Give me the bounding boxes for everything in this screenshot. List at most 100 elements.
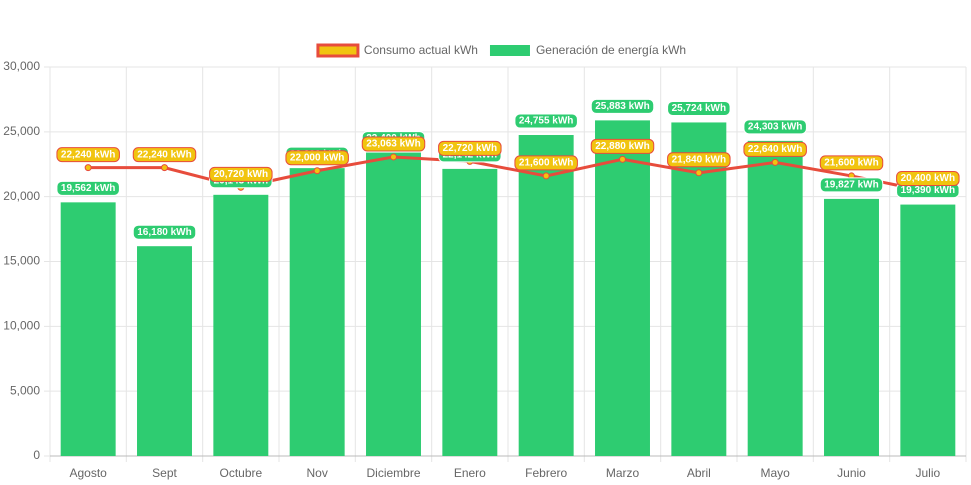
x-tick-label: Junio	[837, 466, 866, 480]
x-tick-label: Febrero	[525, 466, 567, 480]
value-label-box	[285, 150, 349, 166]
value-label-text: 16,180 kWh	[137, 227, 191, 238]
legend-label: Consumo actual kWh	[364, 43, 478, 57]
value-label-box	[514, 113, 578, 129]
bar	[366, 152, 421, 456]
value-label-text: 22,240 kWh	[137, 149, 191, 160]
value-label: 21,600 kWh	[819, 155, 884, 171]
value-label: 19,562 kWh	[56, 180, 120, 196]
value-label-box	[438, 140, 502, 156]
x-tick-label: Sept	[152, 466, 177, 480]
point	[313, 167, 321, 175]
bar	[137, 246, 192, 456]
legend-label: Generación de energía kWh	[536, 43, 686, 57]
point	[542, 172, 550, 180]
value-label-text: 21,600 kWh	[519, 158, 573, 169]
value-label: 21,600 kWh	[514, 155, 578, 171]
bar	[595, 120, 650, 457]
value-label-box	[896, 170, 960, 186]
x-tick-label: Nov	[306, 466, 327, 480]
bar	[289, 168, 345, 456]
x-tick-label: Julio	[915, 466, 940, 480]
value-label: 25,724 kWh	[667, 100, 731, 116]
bar	[671, 122, 727, 456]
value-label: 19,827 kWh	[819, 177, 884, 193]
value-label-text: 23,063 kWh	[366, 139, 420, 150]
value-label: 22,240 kWh	[132, 147, 197, 163]
value-label-box	[514, 155, 578, 171]
value-label: 21,840 kWh	[667, 152, 731, 168]
value-label: 22,240 kWh	[56, 147, 120, 163]
point	[161, 164, 168, 172]
y-tick-label: 10,000	[3, 319, 40, 333]
value-label: 22,000 kWh	[285, 150, 349, 166]
bar	[213, 194, 269, 456]
value-label-text: 22,000 kWh	[290, 152, 344, 163]
value-label-box	[667, 152, 731, 168]
x-tick-label: Octubre	[219, 466, 262, 480]
y-tick-label: 5,000	[10, 383, 40, 397]
value-label-text: 21,840 kWh	[672, 154, 726, 165]
point	[771, 158, 779, 166]
value-label: 23,063 kWh	[361, 136, 426, 152]
y-tick-label: 0	[33, 448, 40, 462]
value-label-box	[590, 98, 655, 114]
value-label-text: 22,720 kWh	[443, 143, 497, 154]
x-tick-label: Enero	[454, 466, 486, 480]
x-tick-label: Mayo	[760, 466, 790, 480]
value-label: 24,755 kWh	[514, 113, 578, 129]
x-tick-label: Diciembre	[366, 466, 420, 480]
value-label-text: 19,562 kWh	[61, 183, 115, 194]
value-label-box	[56, 180, 120, 196]
value-label: 25,883 kWh	[590, 98, 655, 114]
value-label-box	[56, 147, 120, 163]
legend-swatch	[316, 43, 360, 58]
point	[84, 164, 92, 172]
value-label-box	[590, 138, 655, 154]
y-tick-label: 30,000	[3, 59, 40, 73]
point	[390, 153, 397, 161]
value-label-text: 25,724 kWh	[672, 103, 726, 114]
value-label: 22,720 kWh	[438, 140, 502, 156]
value-label: 16,180 kWh	[132, 224, 197, 240]
bar	[824, 198, 879, 456]
legend-item: Consumo actual kWh	[316, 43, 478, 58]
y-tick-label: 25,000	[3, 124, 40, 138]
value-label-box	[743, 119, 807, 135]
bar	[442, 168, 498, 456]
x-tick-label: Marzo	[606, 466, 640, 480]
value-label-box	[819, 177, 884, 193]
point	[619, 155, 626, 163]
bar	[747, 140, 803, 456]
point	[695, 169, 703, 177]
value-label: 22,640 kWh	[743, 141, 807, 157]
value-label: 20,720 kWh	[209, 166, 273, 182]
bar	[900, 204, 956, 456]
value-label-box	[209, 166, 273, 182]
bar	[518, 135, 574, 456]
value-label: 20,400 kWh	[896, 170, 960, 186]
value-label-text: 22,240 kWh	[61, 149, 115, 160]
bar	[60, 202, 116, 456]
value-label-text: 20,400 kWh	[901, 173, 955, 184]
value-label-text: 21,600 kWh	[824, 158, 878, 169]
y-tick-label: 20,000	[3, 189, 40, 203]
legend-item: Generación de energía kWh	[489, 43, 686, 57]
y-tick-label: 15,000	[3, 254, 40, 268]
value-label-text: 25,883 kWh	[595, 101, 649, 112]
value-label-box	[361, 136, 426, 152]
value-label-box	[667, 100, 731, 116]
legend-swatch	[489, 45, 530, 56]
x-tick-label: Agosto	[69, 466, 107, 480]
value-label-text: 19,390 kWh	[901, 185, 955, 196]
value-label: 22,880 kWh	[590, 138, 655, 154]
value-label: 24,303 kWh	[743, 119, 807, 135]
value-label-box	[819, 155, 884, 171]
value-label-text: 22,640 kWh	[748, 144, 802, 155]
value-label-text: 20,720 kWh	[214, 169, 268, 180]
value-label-text: 24,755 kWh	[519, 116, 573, 127]
value-label-text: 24,303 kWh	[748, 122, 802, 133]
legend: Consumo actual kWh Generación de energía …	[316, 43, 686, 58]
value-label-box	[743, 141, 807, 157]
